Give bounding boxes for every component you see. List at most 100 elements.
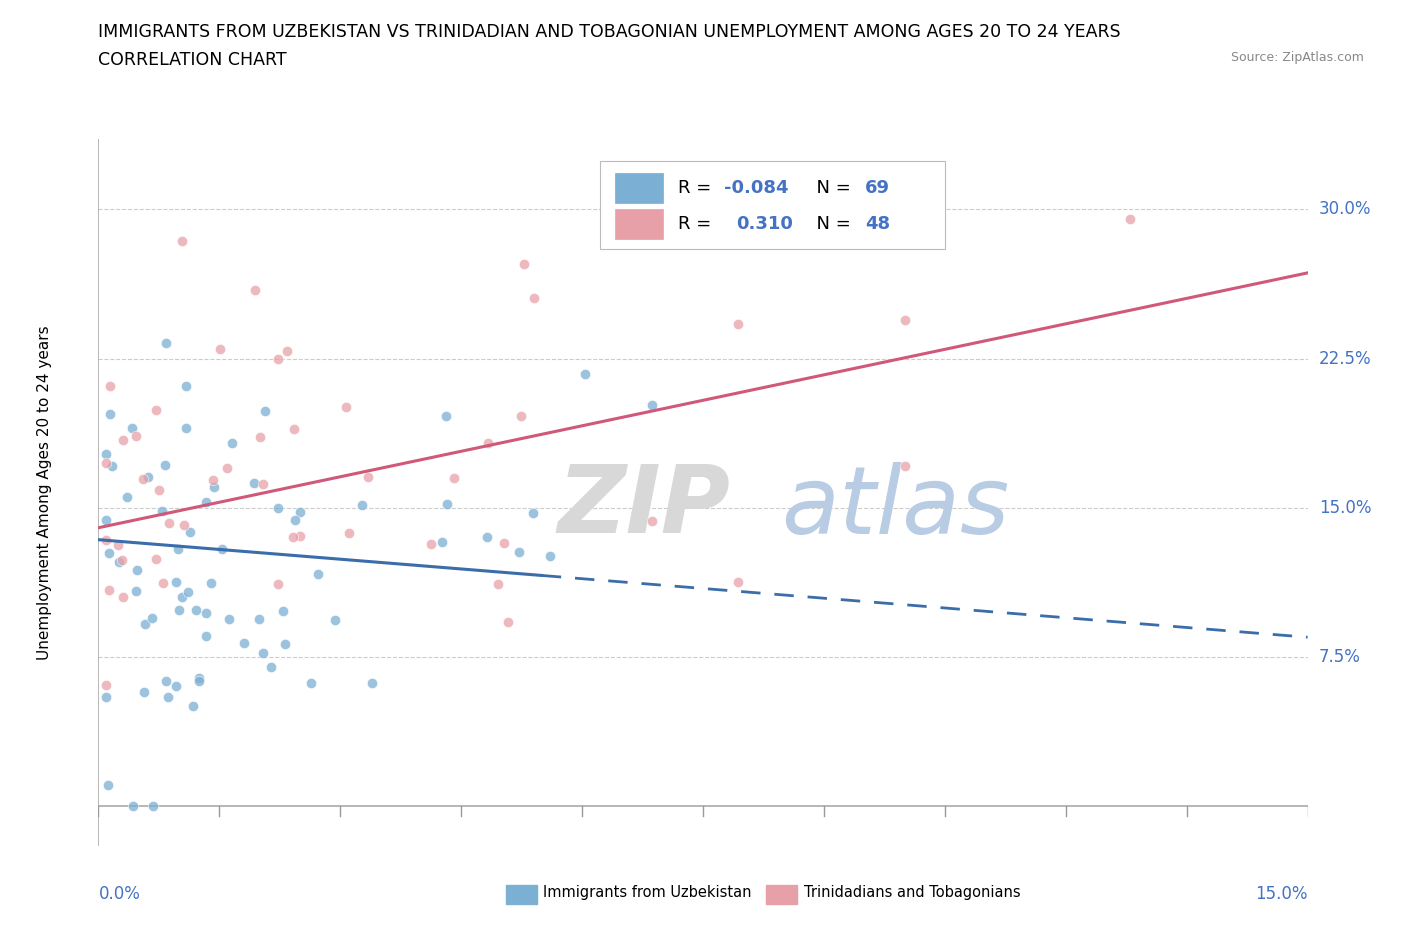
Point bbox=[176, 584, 198, 599]
Point bbox=[538, 549, 561, 564]
Point bbox=[211, 542, 233, 557]
Point bbox=[111, 552, 134, 567]
Text: 15.0%: 15.0% bbox=[1256, 885, 1308, 903]
Point bbox=[221, 436, 243, 451]
Point bbox=[98, 545, 121, 560]
Text: IMMIGRANTS FROM UZBEKISTAN VS TRINIDADIAN AND TOBAGONIAN UNEMPLOYMENT AMONG AGES: IMMIGRANTS FROM UZBEKISTAN VS TRINIDADIA… bbox=[98, 23, 1121, 41]
Point bbox=[283, 421, 305, 436]
Point bbox=[117, 489, 139, 504]
Point bbox=[283, 512, 305, 527]
Point bbox=[125, 429, 148, 444]
Point bbox=[307, 566, 329, 581]
Text: 30.0%: 30.0% bbox=[1319, 200, 1371, 219]
Point bbox=[430, 535, 453, 550]
Point bbox=[335, 400, 357, 415]
Point bbox=[134, 617, 156, 631]
Point bbox=[215, 460, 238, 475]
Point bbox=[98, 379, 121, 393]
Point bbox=[165, 575, 187, 590]
Point bbox=[288, 505, 311, 520]
Point bbox=[523, 290, 546, 305]
Point bbox=[194, 628, 217, 643]
Point bbox=[494, 536, 516, 551]
Text: 15.0%: 15.0% bbox=[1319, 498, 1371, 517]
Point bbox=[641, 398, 664, 413]
Point bbox=[132, 684, 155, 699]
Text: 0.310: 0.310 bbox=[735, 215, 793, 232]
Text: 0.0%: 0.0% bbox=[98, 885, 141, 903]
Point bbox=[145, 403, 167, 418]
Point bbox=[513, 257, 536, 272]
Point bbox=[179, 525, 201, 539]
Point bbox=[209, 341, 232, 356]
Point bbox=[509, 408, 531, 423]
Point bbox=[96, 533, 118, 548]
Point bbox=[274, 637, 297, 652]
Bar bbox=[614, 173, 664, 203]
Point bbox=[142, 799, 165, 814]
Text: 69: 69 bbox=[865, 179, 890, 197]
Point bbox=[243, 475, 266, 490]
Point bbox=[496, 615, 519, 630]
Point bbox=[96, 512, 118, 527]
Point bbox=[96, 446, 118, 461]
Point bbox=[167, 602, 190, 617]
Point bbox=[357, 470, 380, 485]
Point bbox=[267, 352, 290, 366]
Text: R =: R = bbox=[678, 179, 717, 197]
Point bbox=[98, 407, 121, 422]
Point bbox=[153, 458, 176, 472]
Point bbox=[152, 576, 174, 591]
Point bbox=[101, 458, 124, 473]
Text: N =: N = bbox=[804, 179, 856, 197]
Point bbox=[136, 470, 159, 485]
Point bbox=[893, 458, 915, 473]
Point bbox=[281, 529, 304, 544]
Point bbox=[96, 689, 118, 704]
Point bbox=[254, 404, 277, 418]
Text: CORRELATION CHART: CORRELATION CHART bbox=[98, 51, 287, 69]
Point bbox=[727, 575, 749, 590]
Point bbox=[107, 538, 129, 552]
Point bbox=[727, 317, 749, 332]
Point bbox=[252, 476, 274, 491]
Point bbox=[155, 336, 177, 351]
Point bbox=[361, 676, 384, 691]
Point bbox=[267, 500, 290, 515]
Point bbox=[1119, 212, 1142, 227]
Point bbox=[194, 605, 217, 620]
Point bbox=[218, 611, 240, 626]
Point bbox=[508, 544, 530, 559]
Point bbox=[419, 537, 441, 551]
Point bbox=[352, 498, 374, 512]
Point bbox=[893, 312, 915, 327]
Point bbox=[112, 590, 135, 604]
Point bbox=[141, 611, 163, 626]
Point bbox=[125, 583, 148, 598]
Point bbox=[132, 472, 155, 486]
Point bbox=[188, 673, 211, 688]
Point bbox=[122, 799, 145, 814]
Point bbox=[233, 635, 256, 650]
Text: ZIP: ZIP bbox=[558, 461, 731, 553]
Text: Unemployment Among Ages 20 to 24 years: Unemployment Among Ages 20 to 24 years bbox=[37, 326, 52, 660]
Point bbox=[443, 471, 465, 485]
Point bbox=[252, 645, 274, 660]
Point bbox=[641, 514, 664, 529]
Point bbox=[202, 480, 225, 495]
Text: Source: ZipAtlas.com: Source: ZipAtlas.com bbox=[1230, 51, 1364, 64]
Point bbox=[186, 603, 208, 618]
Point bbox=[150, 503, 173, 518]
Point bbox=[195, 495, 218, 510]
Point bbox=[323, 613, 346, 628]
Point bbox=[337, 525, 360, 540]
Point bbox=[276, 343, 298, 358]
Point bbox=[172, 589, 194, 604]
Point bbox=[157, 515, 180, 530]
Point bbox=[188, 671, 211, 685]
Point bbox=[181, 698, 204, 713]
Text: Trinidadians and Tobagonians: Trinidadians and Tobagonians bbox=[804, 885, 1021, 900]
Point bbox=[170, 233, 193, 248]
Bar bbox=[614, 208, 664, 239]
Text: 7.5%: 7.5% bbox=[1319, 648, 1361, 666]
